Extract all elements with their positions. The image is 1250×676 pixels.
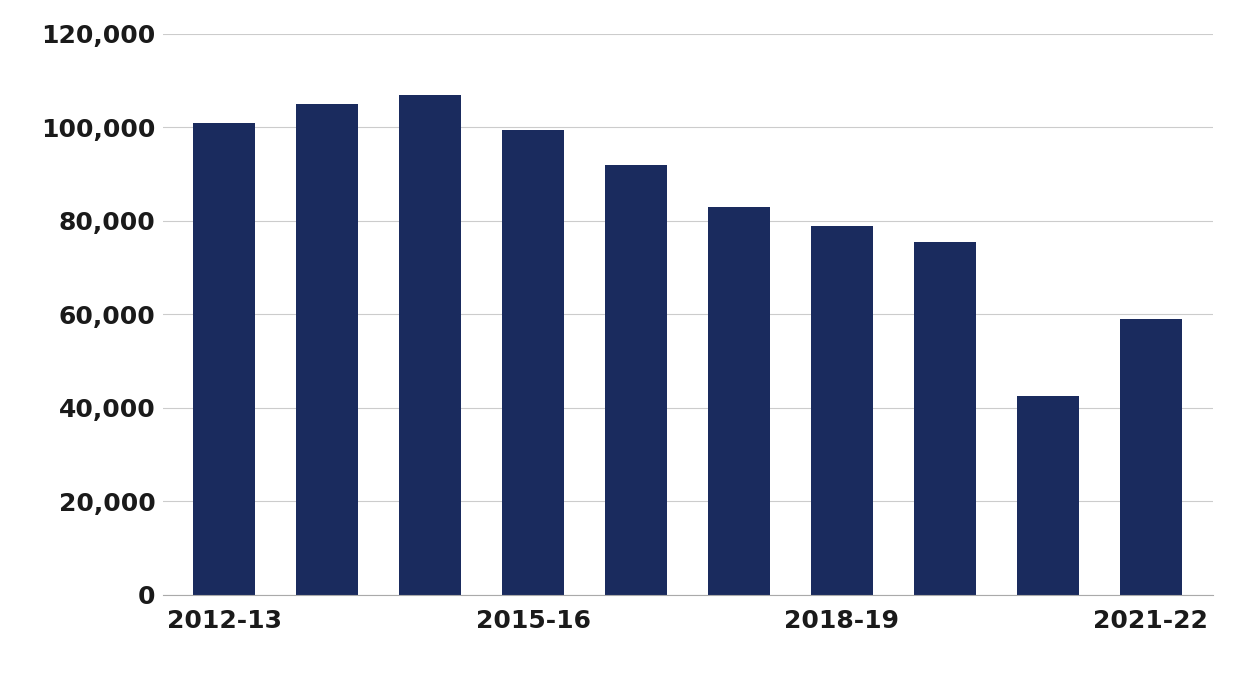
Bar	[811, 226, 872, 595]
Bar	[503, 130, 564, 595]
Bar	[1120, 319, 1181, 595]
Bar	[296, 104, 358, 595]
Bar	[914, 242, 976, 595]
Bar	[1017, 396, 1079, 595]
Bar	[399, 95, 461, 595]
Bar	[194, 122, 255, 595]
Bar	[605, 165, 668, 595]
Bar	[707, 207, 770, 595]
